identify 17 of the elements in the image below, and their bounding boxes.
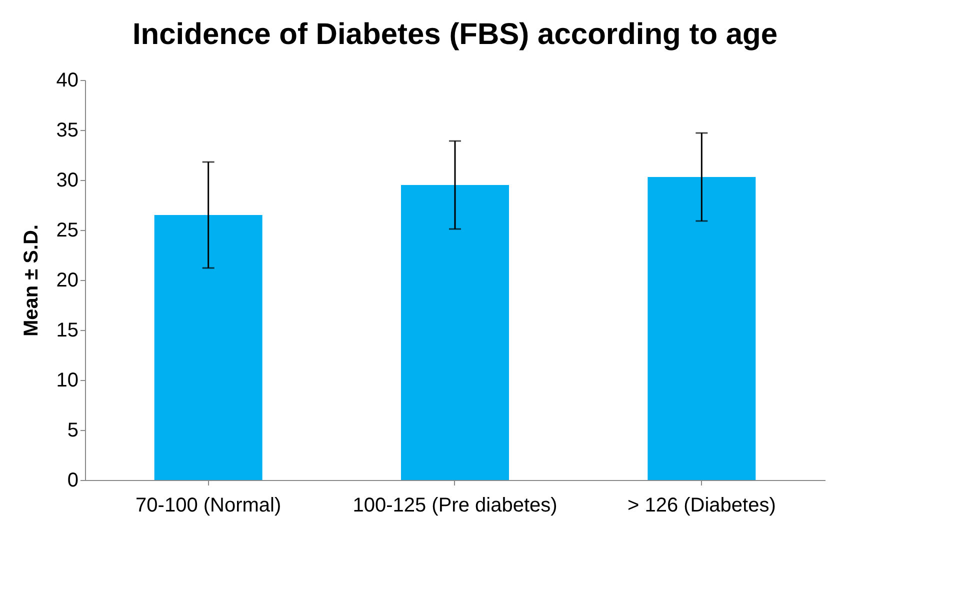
x-tick-label: > 126 (Diabetes) <box>627 494 776 516</box>
bar <box>154 215 262 480</box>
y-tick-label: 15 <box>56 320 78 342</box>
bar <box>648 177 756 480</box>
y-tick-label: 10 <box>56 370 78 392</box>
y-tick-label: 0 <box>67 470 78 492</box>
y-tick-label: 30 <box>56 170 78 192</box>
y-tick-label: 25 <box>56 220 78 242</box>
bar <box>401 185 509 480</box>
x-tick-label: 70-100 (Normal) <box>136 494 282 516</box>
x-tick-label: 100-125 (Pre diabetes) <box>352 494 558 516</box>
y-tick-label: 20 <box>56 270 78 292</box>
y-axis-title: Mean ± S.D. <box>20 224 42 337</box>
y-tick-label: 5 <box>67 420 78 442</box>
y-tick-label: 40 <box>56 70 78 92</box>
chart-title: Incidence of Diabetes (FBS) according to age <box>132 18 778 51</box>
y-tick-label: 35 <box>56 120 78 142</box>
